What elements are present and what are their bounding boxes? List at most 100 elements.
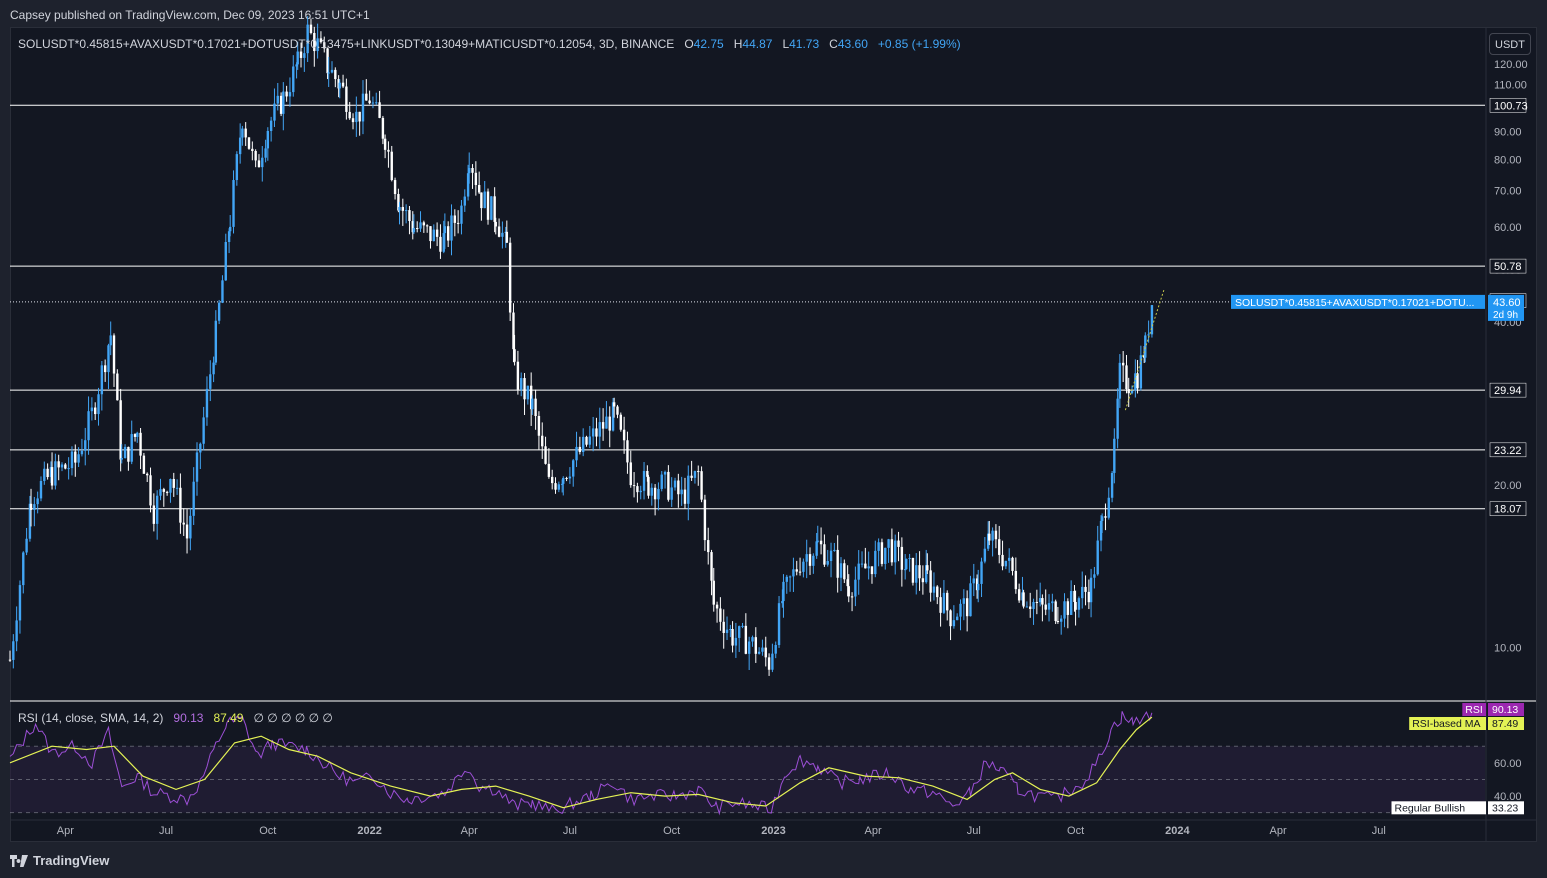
candle-body xyxy=(460,205,463,224)
candle-body xyxy=(172,479,175,488)
candle-body xyxy=(419,222,422,229)
candle-body xyxy=(616,406,619,415)
rsi-axis-name-text: RSI-based MA xyxy=(1412,718,1480,730)
candle-body xyxy=(18,585,22,621)
candle-body xyxy=(358,111,361,122)
high-label: H xyxy=(733,37,743,51)
candle-body xyxy=(550,476,554,484)
candle-body xyxy=(323,42,326,49)
candle-body xyxy=(884,547,887,564)
candle-body xyxy=(612,402,616,407)
candle-body xyxy=(1014,570,1018,590)
candle-body xyxy=(351,118,355,123)
candle-body xyxy=(327,72,330,74)
candle-body xyxy=(1100,516,1104,521)
candle-body xyxy=(1121,362,1125,366)
candle-body xyxy=(446,226,450,241)
candle-body xyxy=(387,149,390,152)
candle-body xyxy=(520,378,523,390)
candle-body xyxy=(529,385,533,410)
level-price-text: 100.73 xyxy=(1494,100,1528,112)
candle-body xyxy=(1038,598,1042,603)
candle-body xyxy=(1035,601,1039,603)
candle-body xyxy=(1084,586,1087,592)
candle-body xyxy=(544,446,547,464)
candle-body xyxy=(774,644,777,654)
candle-body xyxy=(39,480,43,499)
low-value: 41.73 xyxy=(789,37,820,51)
candle-body xyxy=(1022,592,1025,607)
candle-body xyxy=(486,191,490,220)
candle-body xyxy=(1136,373,1139,389)
candle-body xyxy=(650,487,653,496)
candle-body xyxy=(771,653,774,670)
candle-body xyxy=(687,475,690,504)
candle-body xyxy=(254,151,257,161)
time-tick-label: Oct xyxy=(663,825,680,837)
candle-body xyxy=(715,604,719,609)
candle-body xyxy=(179,487,182,523)
candle-body xyxy=(435,229,439,237)
symbol-legend[interactable]: SOLUSDT*0.45815+AVAXUSDT*0.17021+DOTUSDT… xyxy=(18,37,961,51)
candle-body xyxy=(751,637,754,642)
candle-body xyxy=(741,625,744,627)
candle-body xyxy=(29,503,33,510)
price-tick-label: 80.00 xyxy=(1494,154,1522,166)
candle-body xyxy=(1096,540,1099,575)
candle-body xyxy=(116,373,119,401)
candle-body xyxy=(439,236,442,252)
candle-body xyxy=(214,320,218,363)
candle-body xyxy=(371,102,375,104)
candle-body xyxy=(361,93,365,122)
candle-body xyxy=(425,225,429,227)
candle-body xyxy=(980,561,983,584)
high-value: 44.87 xyxy=(742,37,773,51)
rsi-legend[interactable]: RSI (14, close, SMA, 14, 2) 90.13 87.49 … xyxy=(18,711,333,725)
candle-body xyxy=(926,565,929,571)
candle-body xyxy=(411,221,414,233)
candle-body xyxy=(578,446,582,453)
candle-body xyxy=(1116,398,1119,439)
currency-button[interactable]: USDT xyxy=(1489,33,1531,55)
candle-body xyxy=(133,434,137,437)
candle-body xyxy=(1007,557,1011,561)
candle-body xyxy=(296,51,299,65)
candle-body xyxy=(313,32,316,52)
candle-body xyxy=(1074,601,1077,610)
candle-body xyxy=(77,454,80,463)
candle-body xyxy=(792,569,795,577)
candle-body xyxy=(57,461,60,468)
candle-body xyxy=(120,458,123,460)
candle-body xyxy=(808,554,812,566)
candle-body xyxy=(911,557,915,583)
price-tick-label: 120.00 xyxy=(1494,59,1528,71)
candle-body xyxy=(146,473,149,476)
candle-body xyxy=(595,428,598,437)
candle-body xyxy=(864,563,867,569)
level-price-tag xyxy=(1489,501,1527,516)
candle-body xyxy=(585,436,588,445)
rsi-tick-label: 60.00 xyxy=(1494,758,1522,770)
candle-body xyxy=(450,215,453,241)
candle-body xyxy=(422,222,426,226)
rsi-axis-tag-text: 90.13 xyxy=(1492,704,1518,716)
candle-body xyxy=(846,579,849,587)
candle-body xyxy=(1125,365,1128,390)
candle-body xyxy=(626,440,629,463)
candle-body xyxy=(642,470,646,491)
candle-body xyxy=(474,172,478,186)
candle-body xyxy=(355,111,358,123)
candle-body xyxy=(60,464,64,468)
time-tick-label: Apr xyxy=(461,825,478,837)
footer-brand[interactable]: TradingView xyxy=(10,853,109,868)
low-label: L xyxy=(782,37,790,51)
current-price-tag xyxy=(1488,294,1524,321)
change-value: +0.85 (+1.99%) xyxy=(877,37,961,51)
price-tick-label: 110.00 xyxy=(1494,80,1527,92)
candle-body xyxy=(70,451,74,469)
candle-body xyxy=(505,231,509,243)
candle-body xyxy=(345,86,348,112)
candle-body xyxy=(221,280,224,303)
candle-body xyxy=(195,452,199,482)
